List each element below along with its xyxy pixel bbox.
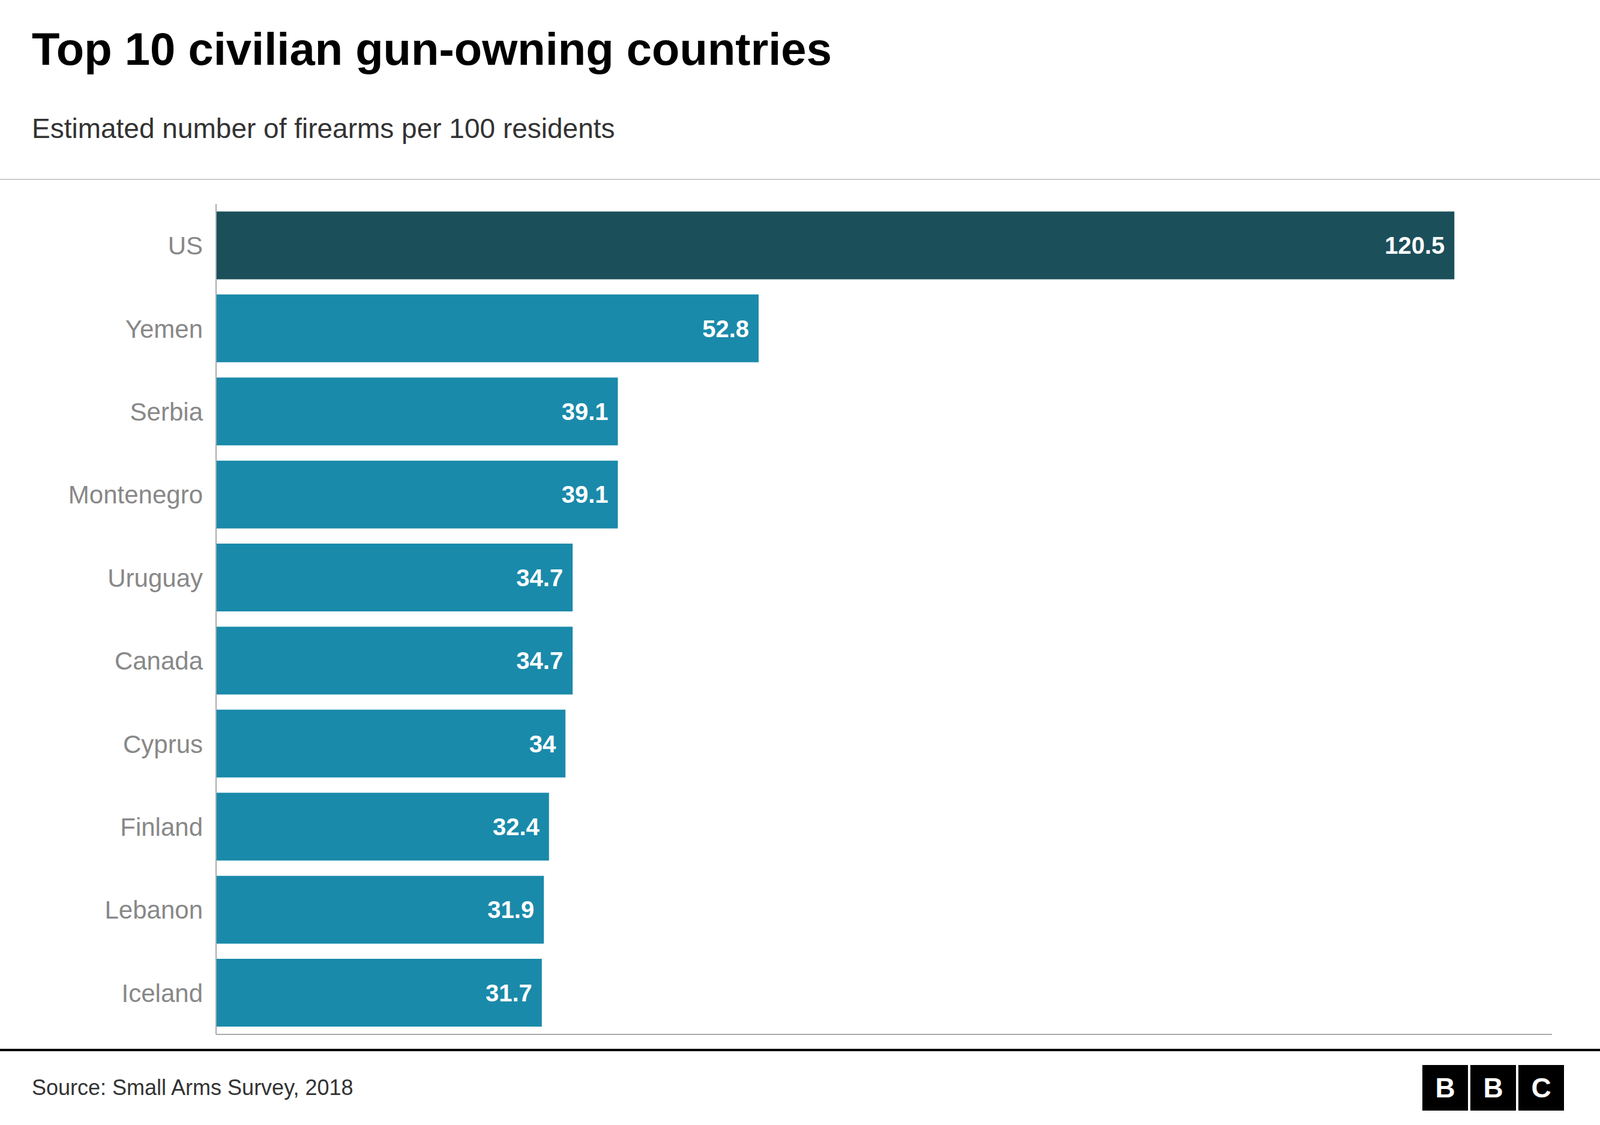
svg-text:32.4: 32.4 (492, 813, 541, 841)
svg-text:Yemen: Yemen (125, 315, 203, 344)
html-text:Top 10 civilian gun-owning cou: Top 10 civilian gun-owning countries (31, 23, 832, 75)
html-text:B: B (1435, 1072, 1456, 1104)
svg-text:31.7: 31.7 (485, 980, 533, 1007)
svg-text:Uruguay: Uruguay (107, 564, 203, 593)
svg-text:31.9: 31.9 (487, 896, 535, 924)
svg-text:34.7: 34.7 (516, 647, 563, 674)
svg-text:39.1: 39.1 (561, 481, 609, 508)
svg-text:Serbia: Serbia (130, 397, 204, 427)
svg-text:Iceland: Iceland (121, 979, 203, 1008)
svg-text:Canada: Canada (114, 646, 204, 676)
svg-text:34: 34 (529, 730, 557, 758)
svg-text:Finland: Finland (120, 813, 203, 842)
svg-text:34.7: 34.7 (516, 564, 563, 592)
html-text:C: C (1531, 1072, 1552, 1104)
svg-text:Lebanon: Lebanon (104, 896, 203, 925)
html-text:Source: Small Arms Survey, 201: Source: Small Arms Survey, 2018 (31, 1075, 354, 1100)
html-text:Estimated number of firearms p: Estimated number of firearms per 100 res… (31, 112, 615, 145)
svg-text:52.8: 52.8 (702, 315, 749, 343)
svg-text:US: US (168, 231, 203, 260)
html-text:B: B (1483, 1072, 1504, 1104)
svg-text:Montenegro: Montenegro (68, 480, 203, 509)
svg-text:120.5: 120.5 (1384, 232, 1445, 259)
svg-text:39.1: 39.1 (561, 398, 609, 425)
svg-text:Cyprus: Cyprus (123, 730, 203, 759)
